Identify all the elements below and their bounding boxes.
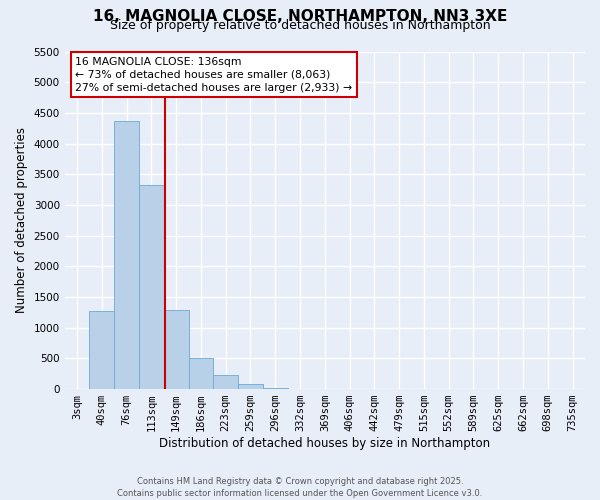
Bar (139, 184, 164, 389)
Bar (188, 358, 214, 389)
X-axis label: Distribution of detached houses by size in Northampton: Distribution of detached houses by size … (159, 437, 490, 450)
Text: 16, MAGNOLIA CLOSE, NORTHAMPTON, NN3 3XE: 16, MAGNOLIA CLOSE, NORTHAMPTON, NN3 3XE (93, 9, 507, 24)
Text: 16 MAGNOLIA CLOSE: 136sqm
← 73% of detached houses are smaller (8,063)
27% of se: 16 MAGNOLIA CLOSE: 136sqm ← 73% of detac… (75, 56, 352, 93)
Bar (89, 311, 114, 389)
Y-axis label: Number of detached properties: Number of detached properties (15, 128, 28, 314)
Bar (164, 310, 188, 389)
Bar (263, 388, 287, 389)
Bar (114, 121, 139, 389)
Text: Size of property relative to detached houses in Northampton: Size of property relative to detached ho… (110, 19, 490, 32)
Bar (238, 384, 263, 389)
Text: Contains HM Land Registry data © Crown copyright and database right 2025.
Contai: Contains HM Land Registry data © Crown c… (118, 476, 482, 498)
Bar (214, 375, 238, 389)
